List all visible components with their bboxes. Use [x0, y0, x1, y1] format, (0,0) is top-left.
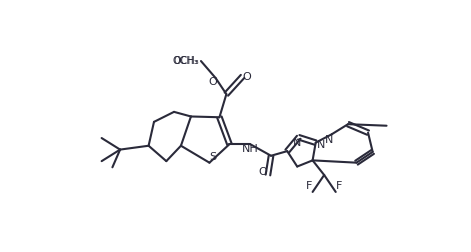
Text: F: F	[336, 181, 342, 191]
Text: S: S	[209, 151, 216, 162]
Text: OCH₃: OCH₃	[172, 56, 198, 66]
Text: O: O	[243, 72, 252, 82]
Text: N: N	[317, 140, 325, 150]
Text: O: O	[208, 77, 217, 87]
Text: NH: NH	[242, 144, 259, 154]
Text: OCH₃: OCH₃	[174, 56, 199, 66]
Text: O: O	[258, 167, 267, 177]
Text: F: F	[306, 181, 313, 191]
Text: N: N	[325, 135, 333, 145]
Text: N: N	[293, 138, 301, 148]
